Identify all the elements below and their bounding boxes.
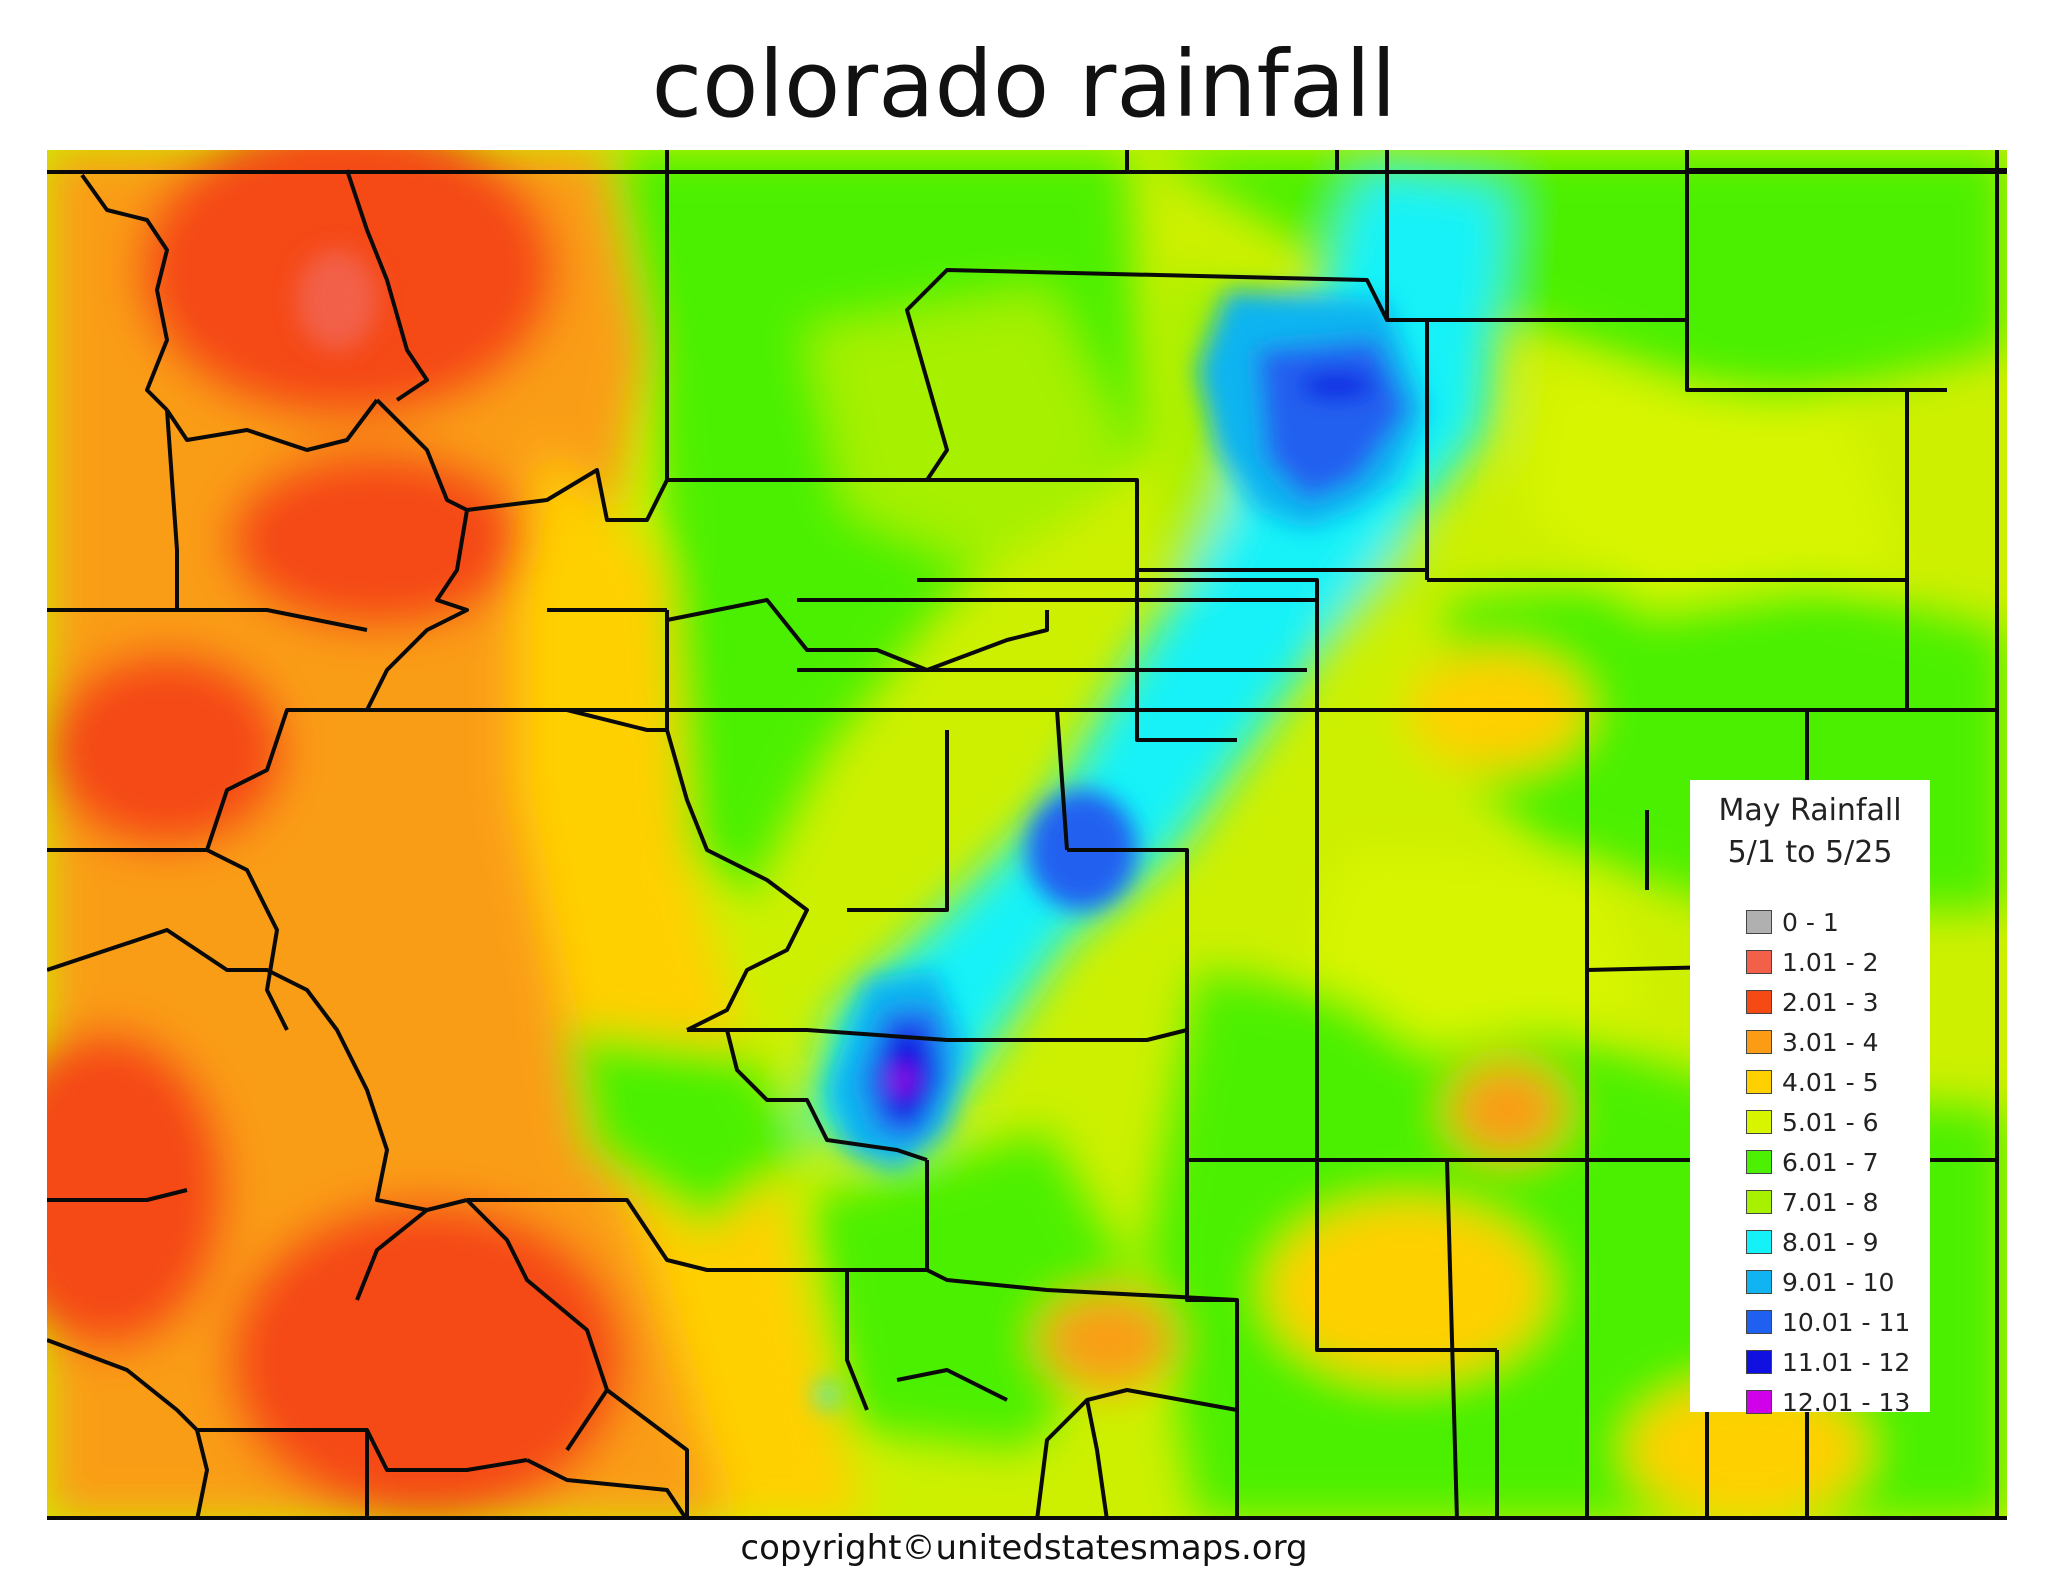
legend-label: 11.01 - 12 xyxy=(1782,1347,1911,1377)
legend-item: 3.01 - 4 xyxy=(1746,1022,1930,1062)
legend-swatch xyxy=(1746,1150,1772,1174)
legend-swatch xyxy=(1746,1190,1772,1214)
legend-item: 1.01 - 2 xyxy=(1746,942,1930,982)
legend-label: 4.01 - 5 xyxy=(1782,1067,1879,1097)
legend-label: 1.01 - 2 xyxy=(1782,947,1879,977)
legend-item: 2.01 - 3 xyxy=(1746,982,1930,1022)
legend-item: 7.01 - 8 xyxy=(1746,1182,1930,1222)
legend-item: 0 - 1 xyxy=(1746,902,1930,942)
rainfall-map xyxy=(47,150,2007,1520)
legend-label: 7.01 - 8 xyxy=(1782,1187,1879,1217)
legend-item: 4.01 - 5 xyxy=(1746,1062,1930,1102)
legend-swatch xyxy=(1746,1310,1772,1334)
legend-label: 9.01 - 10 xyxy=(1782,1267,1895,1297)
legend-item: 12.01 - 13 xyxy=(1746,1382,1930,1422)
legend-label: 3.01 - 4 xyxy=(1782,1027,1879,1057)
legend-item: 8.01 - 9 xyxy=(1746,1222,1930,1262)
map-legend: May Rainfall 5/1 to 5/25 0 - 1 1.01 - 2 2.… xyxy=(1690,780,1930,1417)
legend-item: 11.01 - 12 xyxy=(1746,1342,1930,1382)
legend-label: 5.01 - 6 xyxy=(1782,1107,1879,1137)
rainfall-peaks xyxy=(297,250,1427,1407)
county-boundaries xyxy=(47,150,2007,1520)
legend-swatch xyxy=(1746,1070,1772,1094)
legend-item: 5.01 - 6 xyxy=(1746,1102,1930,1142)
legend-item: 9.01 - 10 xyxy=(1746,1262,1930,1302)
copyright-text: copyright©unitedstatesmaps.org xyxy=(740,1528,1308,1568)
map-title: colorado rainfall xyxy=(651,31,1397,138)
legend-title-line2: 5/1 to 5/25 xyxy=(1727,835,1893,870)
rainfall-map-svg xyxy=(47,150,2007,1520)
legend-item: 6.01 - 7 xyxy=(1746,1142,1930,1182)
legend-swatch xyxy=(1746,1390,1772,1414)
legend-label: 6.01 - 7 xyxy=(1782,1147,1879,1177)
legend-label: 0 - 1 xyxy=(1782,907,1839,937)
legend-swatch xyxy=(1746,950,1772,974)
legend-label: 8.01 - 9 xyxy=(1782,1227,1879,1257)
legend-label: 10.01 - 11 xyxy=(1782,1307,1911,1337)
legend-swatch xyxy=(1746,1350,1772,1374)
legend-item: 10.01 - 11 xyxy=(1746,1302,1930,1342)
legend-swatch xyxy=(1746,1110,1772,1134)
legend-title-line1: May Rainfall xyxy=(1718,793,1902,828)
legend-swatch xyxy=(1746,1230,1772,1254)
legend-swatch xyxy=(1746,1030,1772,1054)
legend-swatch xyxy=(1746,990,1772,1014)
legend-label: 2.01 - 3 xyxy=(1782,987,1879,1017)
legend-label: 12.01 - 13 xyxy=(1782,1387,1911,1417)
legend-swatch xyxy=(1746,1270,1772,1294)
legend-items: 0 - 1 1.01 - 2 2.01 - 3 3.01 - 4 4.01 - 5 5.0… xyxy=(1690,902,1930,1422)
legend-swatch xyxy=(1746,910,1772,934)
